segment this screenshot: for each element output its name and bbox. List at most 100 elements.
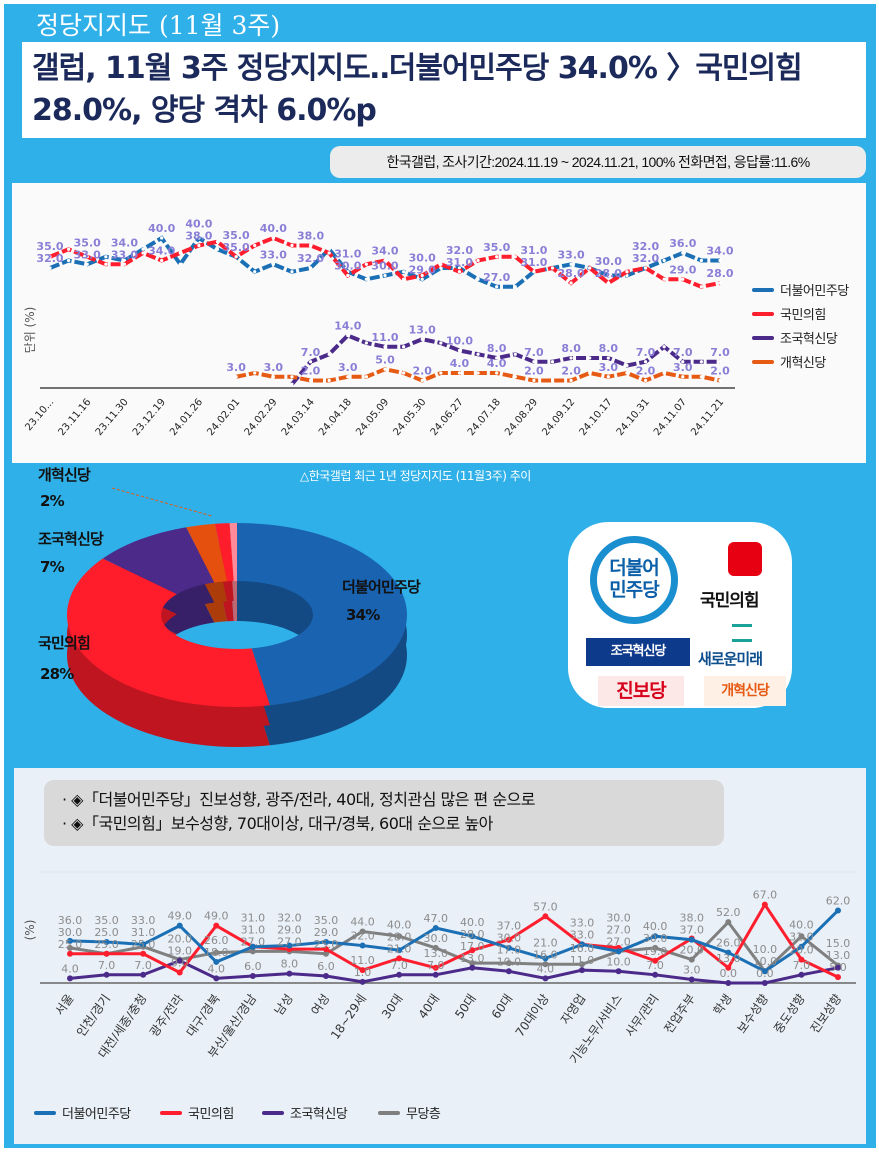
data-label: 16.0 [533,948,558,961]
x-tick-label: 전업주부 [661,992,698,1036]
data-label: 2.0 [524,365,544,378]
data-label: 7.0 [98,959,116,972]
data-label: 20.0 [789,944,814,957]
data-point [215,247,220,251]
data-label: 37.0 [497,919,522,932]
data-label: 29.0 [409,263,436,276]
donut-value-cho: 7% [40,558,65,576]
data-point [396,947,403,954]
data-point [606,273,610,278]
data-point [141,251,145,255]
data-label: 2.0 [636,365,656,378]
data-point [141,247,145,251]
data-label: 7.0 [301,346,321,359]
data-point [364,262,368,266]
data-point [606,281,610,285]
data-point [402,270,406,274]
data-point [176,922,183,929]
data-label: 33.0 [260,248,287,261]
data-point [718,281,722,285]
data-label: 14.0 [334,320,361,333]
data-point [103,971,110,978]
data-point [213,975,220,982]
y-axis-label: 단위 (%) [23,307,37,354]
data-point [346,273,350,278]
data-point [643,360,648,364]
data-point [495,285,499,289]
data-point [402,371,406,375]
data-point [323,946,329,953]
data-point [835,964,841,971]
demo-legend-dp: 더불어민주당 [34,1103,131,1122]
data-label: 3.0 [673,361,693,374]
data-point [469,947,476,954]
data-label: 35.0 [223,241,250,254]
data-point [364,277,368,281]
data-point [249,948,256,955]
data-point [67,937,73,944]
data-label: 17.0 [497,943,522,956]
logo-dp: 더불어 민주당 [590,536,678,624]
trend-chart: 단위 (%)23.10... 23.11.16 23.11.30 23.12.19 24… [23,218,735,438]
data-label: 49.0 [167,910,192,923]
data-label: 40.0 [460,916,485,929]
data-point [359,942,366,949]
data-point [718,258,722,263]
data-point [234,375,238,379]
data-point [606,356,610,360]
data-label: 34.0 [706,245,733,258]
demo-legend-ppp: 국민의힘 [160,1103,234,1122]
data-point [513,375,517,379]
data-point [253,243,257,248]
data-label: 47.0 [423,912,448,925]
data-point [761,901,768,908]
data-point [383,345,387,349]
data-point [364,375,368,379]
data-label: 44.0 [350,916,375,929]
data-label: 10.0 [753,955,778,968]
x-tick-label: 서울 [52,992,76,1018]
data-point [234,255,238,259]
data-point [457,371,462,375]
series-line-dp [69,909,840,974]
data-point [542,961,549,968]
donut-slice [67,558,270,707]
data-label: 7.0 [524,346,544,359]
data-point [286,970,293,977]
data-point [420,273,424,278]
data-point [286,942,293,949]
x-tick-label: 남성 [272,992,296,1018]
data-point [718,360,722,364]
legend-swatch [160,1110,182,1115]
data-point [457,270,462,274]
data-point [579,961,585,968]
data-label: 31.0 [789,931,814,944]
data-label: 7.0 [646,959,664,972]
data-label: 13.0 [409,323,436,336]
data-label: 27.0 [606,935,631,948]
data-label: 30.0 [423,932,448,945]
data-point [346,375,350,379]
data-label: 19.0 [167,944,192,957]
data-point [579,967,585,974]
x-tick-label: 30대 [379,992,406,1022]
data-point [249,972,256,979]
data-label: 49.0 [204,910,229,923]
data-label: 26.0 [716,937,741,950]
data-label: 30.0 [409,251,436,264]
data-label: 38.0 [297,230,324,243]
data-point [652,944,659,951]
data-label: 26.0 [204,934,229,947]
data-label: 40.0 [643,920,668,933]
data-point [253,371,257,375]
data-point [550,266,555,270]
data-point [420,277,424,281]
data-point [495,371,499,375]
data-point [588,356,592,360]
trend-chart-panel [12,183,866,463]
data-label: 6.0 [317,960,335,973]
data-point [798,933,805,940]
legend-label: 개혁신당 [780,356,826,371]
data-label: 4.0 [537,962,555,975]
data-point [725,949,732,956]
